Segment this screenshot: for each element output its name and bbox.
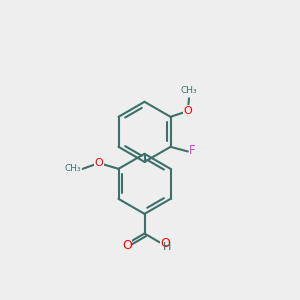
Text: O: O xyxy=(160,237,170,250)
Text: O: O xyxy=(184,106,192,116)
Text: F: F xyxy=(189,145,196,158)
Text: CH₃: CH₃ xyxy=(65,164,82,172)
Text: H: H xyxy=(163,242,171,252)
Text: O: O xyxy=(94,158,103,168)
Text: O: O xyxy=(122,239,132,253)
Text: CH₃: CH₃ xyxy=(181,86,197,95)
